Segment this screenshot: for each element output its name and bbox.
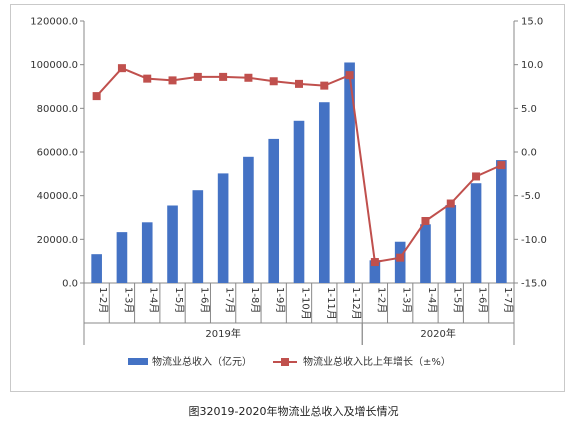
- bar: [217, 173, 229, 283]
- bar: [470, 183, 482, 283]
- bar: [344, 62, 355, 283]
- chart-frame: 0.0 20000.0 40000.0 60000.0 80000.0 100000.0 1…: [10, 4, 565, 392]
- right-tick-label: -15.0: [521, 279, 547, 290]
- left-tick-label: 80000.0: [37, 104, 78, 115]
- category-label: 1-4月: [426, 287, 438, 313]
- growth-point: [472, 172, 481, 181]
- left-tick-label: 120000.0: [30, 17, 78, 28]
- left-tick-label: 0.0: [62, 279, 78, 290]
- bar: [116, 232, 128, 283]
- growth-point: [219, 72, 228, 81]
- growth-point: [117, 64, 126, 73]
- growth-point: [193, 72, 202, 81]
- category-label: 1-6月: [198, 287, 210, 313]
- category-label: 1-6月: [477, 287, 489, 313]
- category-label: 1-12月: [350, 287, 362, 320]
- bar: [420, 224, 431, 283]
- growth-point: [396, 253, 405, 262]
- right-tick-label: -5.0: [521, 191, 541, 202]
- growth-point: [421, 216, 430, 225]
- bar: [141, 222, 153, 283]
- legend-bar-label: 物流业总收入（亿元）: [152, 355, 252, 368]
- right-tick-label: 5.0: [521, 104, 537, 115]
- figure-caption: 图32019-2020年物流业总收入及增长情况: [188, 405, 399, 418]
- bar: [369, 260, 381, 283]
- group-label: 2019年: [205, 327, 240, 340]
- legend-line-marker: [281, 358, 289, 366]
- bar: [496, 160, 507, 283]
- right-tick-label: -10.0: [521, 235, 547, 246]
- bar: [445, 205, 457, 283]
- category-label: 1-2月: [375, 287, 387, 313]
- bar: [318, 102, 330, 283]
- growth-point: [92, 92, 101, 101]
- category-label: 1-7月: [224, 287, 236, 313]
- left-tick-label: 100000.0: [30, 60, 78, 71]
- category-label: 1-3月: [401, 287, 413, 313]
- category-label: 1-5月: [451, 287, 463, 313]
- legend-bar-swatch: [128, 358, 148, 365]
- bar: [243, 156, 254, 283]
- right-tick-label: 10.0: [521, 60, 543, 71]
- growth-point: [370, 258, 379, 267]
- right-tick-label: 15.0: [521, 17, 543, 28]
- category-label: 1-2月: [97, 287, 109, 313]
- category-label: 1-4月: [148, 287, 160, 313]
- growth-point: [295, 79, 303, 88]
- growth-point: [143, 74, 152, 83]
- category-label: 1-10月: [300, 287, 312, 320]
- chart-svg: 0.0 20000.0 40000.0 60000.0 80000.0 100000.0 1…: [30, 17, 547, 369]
- left-tick-label: 20000.0: [37, 235, 78, 246]
- bar: [91, 254, 102, 283]
- growth-point: [345, 71, 354, 80]
- right-tick-label: 0.0: [521, 148, 537, 159]
- bar: [167, 205, 178, 283]
- bar: [293, 120, 305, 283]
- growth-point: [497, 161, 506, 170]
- category-label: 1-8月: [249, 287, 261, 313]
- category-label: 1-5月: [173, 287, 185, 313]
- growth-point: [168, 76, 177, 85]
- left-tick-label: 40000.0: [37, 191, 78, 202]
- category-label: 1-11月: [325, 287, 337, 320]
- growth-point: [244, 73, 253, 82]
- category-label: 1-9月: [274, 287, 286, 313]
- category-label: 1-7月: [502, 287, 514, 313]
- left-tick-label: 60000.0: [37, 148, 78, 159]
- bar: [268, 138, 280, 283]
- bar: [394, 241, 406, 283]
- group-label: 2020年: [420, 327, 455, 340]
- legend-line-label: 物流业总收入比上年增长（±%）: [303, 355, 451, 368]
- bar: [192, 190, 204, 283]
- growth-point: [269, 77, 278, 86]
- growth-point: [446, 199, 455, 208]
- category-label: 1-3月: [122, 287, 134, 313]
- growth-point: [320, 81, 329, 90]
